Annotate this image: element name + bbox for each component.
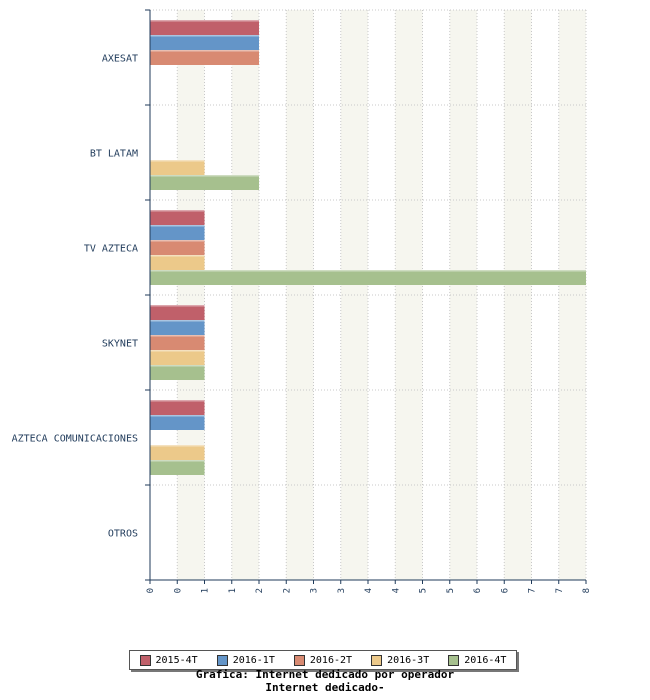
- bar-highlight: [150, 35, 259, 37]
- x-tick-label: 2: [255, 588, 265, 593]
- legend-entry: 2016-2T: [293, 654, 353, 666]
- bar-highlight: [150, 225, 205, 227]
- bar: [150, 415, 205, 430]
- bar-highlight: [150, 415, 205, 417]
- grid-band: [177, 10, 205, 580]
- chart-title: Grafica: Internet dedicado por operador: [195, 668, 455, 681]
- category-label: SKYNET: [102, 339, 138, 350]
- legend-label: 2015-4T: [155, 654, 198, 666]
- bar-highlight: [150, 255, 205, 257]
- grid-band: [231, 10, 259, 580]
- bar: [150, 400, 205, 415]
- legend-label: 2016-2T: [309, 654, 353, 666]
- legend-swatch: [371, 654, 383, 666]
- category-label: OTROS: [108, 529, 138, 540]
- x-tick-label: 5: [419, 588, 429, 593]
- x-tick-label: 7: [528, 588, 538, 593]
- bar: [150, 20, 259, 35]
- category-label: TV AZTECA: [84, 244, 138, 255]
- x-tick-label: 4: [391, 588, 401, 593]
- chart-subtitle: Internet dedicado-: [265, 681, 385, 694]
- bar: [150, 335, 205, 350]
- bar-highlight: [150, 270, 586, 272]
- bar-highlight: [150, 175, 259, 177]
- bar: [150, 175, 259, 190]
- x-tick-label: 0: [146, 588, 156, 593]
- bar-highlight: [150, 460, 205, 462]
- bar-highlight: [150, 350, 205, 352]
- bar-highlight: [150, 50, 259, 52]
- bar: [150, 350, 205, 365]
- x-tick-label: 2: [282, 588, 292, 593]
- bar-highlight: [150, 320, 205, 322]
- legend-entry: 2016-4T: [448, 654, 507, 666]
- bar: [150, 445, 205, 460]
- bar-highlight: [150, 20, 259, 22]
- legend-label: 2016-4T: [464, 654, 507, 666]
- x-tick-label: 3: [310, 588, 320, 593]
- grid-band: [449, 10, 477, 580]
- legend-swatch: [216, 654, 228, 666]
- bar: [150, 210, 205, 225]
- legend-swatch: [139, 654, 151, 666]
- grid-band: [504, 10, 532, 580]
- bar-highlight: [150, 210, 205, 212]
- bar: [150, 305, 205, 320]
- legend-entry: 2016-1T: [216, 654, 275, 666]
- x-tick-label: 6: [473, 588, 483, 593]
- bar-highlight: [150, 305, 205, 307]
- bar: [150, 240, 205, 255]
- x-tick-label: 1: [201, 588, 211, 593]
- x-tick-label: 4: [364, 588, 374, 593]
- bar: [150, 365, 205, 380]
- x-tick-label: 1: [228, 588, 238, 593]
- x-tick-label: 8: [582, 588, 592, 593]
- bar-highlight: [150, 335, 205, 337]
- legend-label: 2016-3T: [387, 654, 430, 666]
- bar: [150, 225, 205, 240]
- x-tick-label: 0: [173, 588, 183, 593]
- x-tick-label: 3: [337, 588, 347, 593]
- x-tick-label: 5: [446, 588, 456, 593]
- category-label: AZTECA COMUNICACIONES: [12, 434, 138, 445]
- bar: [150, 160, 205, 175]
- bar-highlight: [150, 240, 205, 242]
- legend-entry: 2015-4T: [139, 654, 198, 666]
- bar-highlight: [150, 400, 205, 402]
- bar-highlight: [150, 365, 205, 367]
- bar: [150, 35, 259, 50]
- legend-label: 2016-1T: [232, 654, 275, 666]
- bar: [150, 320, 205, 335]
- x-tick-label: 6: [500, 588, 510, 593]
- bar-highlight: [150, 160, 205, 162]
- legend-swatch: [293, 654, 305, 666]
- legend-entry: 2016-3T: [371, 654, 430, 666]
- x-tick-label: 7: [555, 588, 565, 593]
- legend-swatch: [448, 654, 460, 666]
- bar: [150, 50, 259, 65]
- bar-highlight: [150, 445, 205, 447]
- category-label: AXESAT: [102, 54, 138, 65]
- grid-band: [558, 10, 586, 580]
- bar: [150, 460, 205, 475]
- legend: 2015-4T 2016-1T 2016-2T 2016-3T 2016-4T: [129, 650, 517, 670]
- bar-chart: AXESAT BT LATAM TV AZTECA SKYNET AZTECA COMU…: [12, 9, 592, 593]
- category-label: BT LATAM: [90, 149, 138, 160]
- bar: [150, 270, 586, 285]
- grid-band: [286, 10, 314, 580]
- bar: [150, 255, 205, 270]
